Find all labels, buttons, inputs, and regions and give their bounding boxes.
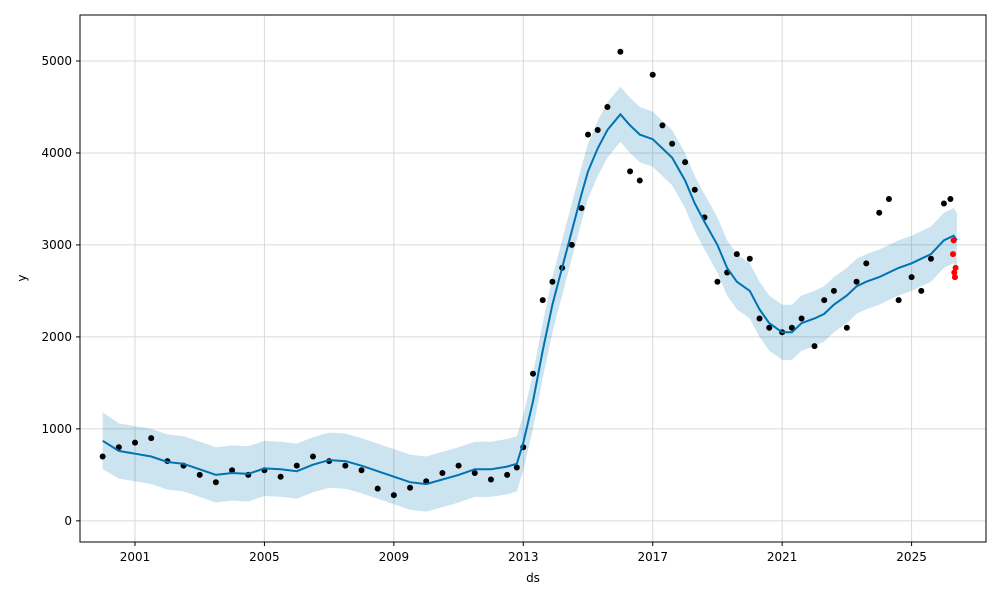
observed-point — [277, 473, 284, 480]
observed-point — [342, 462, 349, 469]
observed-point — [649, 71, 656, 78]
observed-point — [853, 278, 860, 285]
observed-point — [407, 484, 414, 491]
observed-point — [788, 324, 795, 331]
forecast-line-group — [102, 112, 958, 486]
observed-point — [115, 444, 122, 451]
x-tick-label: 2009 — [379, 550, 410, 564]
observed-point — [504, 471, 511, 478]
y-tick-label: 1000 — [41, 422, 72, 436]
observed-point — [513, 464, 520, 471]
grid — [80, 15, 986, 542]
observed-point — [617, 48, 624, 55]
observed-point — [863, 260, 870, 267]
observed-point — [604, 103, 611, 110]
observed-point — [895, 297, 902, 304]
observed-point — [885, 195, 892, 202]
observed-point — [733, 251, 740, 258]
observed-point — [843, 324, 850, 331]
x-tick-label: 2013 — [508, 550, 539, 564]
observed-point — [669, 140, 676, 147]
observed-point — [821, 297, 828, 304]
observed-point — [568, 241, 575, 248]
observed-point — [636, 177, 643, 184]
observed-point — [908, 274, 915, 281]
observed-point — [148, 435, 155, 442]
x-tick-label: 2017 — [637, 550, 668, 564]
observed-point — [196, 471, 203, 478]
uncertainty-band-group — [102, 86, 957, 512]
observed-point — [549, 278, 556, 285]
observed-points-group — [99, 48, 954, 499]
observed-point — [132, 439, 139, 446]
observed-point — [309, 453, 316, 460]
observed-point — [390, 492, 397, 499]
observed-point — [293, 462, 300, 469]
observed-point — [659, 122, 666, 129]
observed-point — [830, 287, 837, 294]
x-tick-label: 2025 — [896, 550, 927, 564]
observed-point — [374, 485, 381, 492]
observed-point — [539, 297, 546, 304]
y-axis-title: y — [15, 274, 29, 281]
observed-point — [756, 315, 763, 322]
observed-point — [691, 186, 698, 193]
observed-point — [876, 209, 883, 216]
observed-point — [471, 470, 478, 477]
x-tick-label: 2001 — [120, 550, 151, 564]
y-tick-label: 3000 — [41, 238, 72, 252]
observed-point — [358, 467, 365, 474]
observed-point — [487, 476, 494, 483]
observed-point — [530, 370, 536, 377]
observed-point — [585, 131, 592, 138]
observed-point — [212, 479, 219, 486]
observed-point — [578, 205, 585, 212]
uncertainty-band — [102, 86, 957, 512]
observed-point — [746, 255, 753, 262]
recent-points-group — [949, 237, 959, 281]
y-tick-label: 5000 — [41, 54, 72, 68]
observed-point — [682, 159, 689, 166]
observed-point — [627, 168, 634, 175]
observed-point — [439, 470, 446, 477]
recent-point — [950, 237, 957, 244]
observed-point — [594, 126, 601, 133]
observed-point — [766, 324, 773, 331]
observed-point — [229, 467, 236, 474]
forecast-line — [102, 112, 958, 486]
y-tick-label: 2000 — [41, 330, 72, 344]
observed-point — [99, 453, 106, 460]
recent-point — [951, 269, 958, 276]
y-tick-label: 0 — [64, 514, 72, 528]
observed-point — [918, 287, 925, 294]
recent-point — [952, 264, 959, 271]
recent-point — [951, 274, 958, 281]
y-tick-label: 4000 — [41, 146, 72, 160]
x-axis-title: ds — [526, 571, 540, 585]
recent-point — [949, 251, 956, 258]
axis-ticks: 2001 2005 2009 2013 2017 2021 2025 0 1000 2000 300… — [41, 54, 926, 564]
observed-point — [947, 195, 954, 202]
observed-point — [927, 255, 934, 262]
observed-point — [940, 200, 947, 207]
x-tick-label: 2021 — [767, 550, 798, 564]
observed-point — [714, 278, 721, 285]
observed-point — [455, 462, 462, 469]
observed-point — [811, 343, 818, 350]
observed-point — [798, 315, 805, 322]
plot-frame — [79, 14, 987, 543]
x-tick-label: 2005 — [249, 550, 280, 564]
